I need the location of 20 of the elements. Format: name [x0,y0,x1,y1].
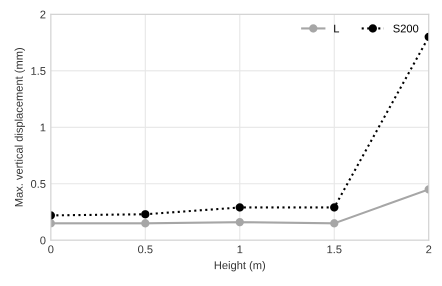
point [141,219,150,228]
x-tick-label: 1.5 [327,246,342,254]
x-tick-label: 1 [238,246,242,254]
legend-label: S200 [393,24,418,32]
y-tick-label: 2 [40,10,46,18]
point [236,218,244,226]
point [330,203,338,212]
legend-label: L [334,24,340,32]
x-tick-label: 0 [48,245,54,254]
point [141,210,150,218]
x-tick-label: 2 [426,245,432,254]
point [236,203,244,212]
x-tick-label: 0.5 [138,245,153,254]
point [330,219,338,228]
y-axis-title: Max. vertical displacement (mm) [14,48,25,206]
y-tick-label: 0.5 [30,180,46,188]
y-tick-label: 1.5 [31,67,46,75]
x-axis-title: Height (m) [214,261,266,272]
y-tick-label: 1 [40,124,46,132]
y-tick-label: 0 [40,236,46,244]
